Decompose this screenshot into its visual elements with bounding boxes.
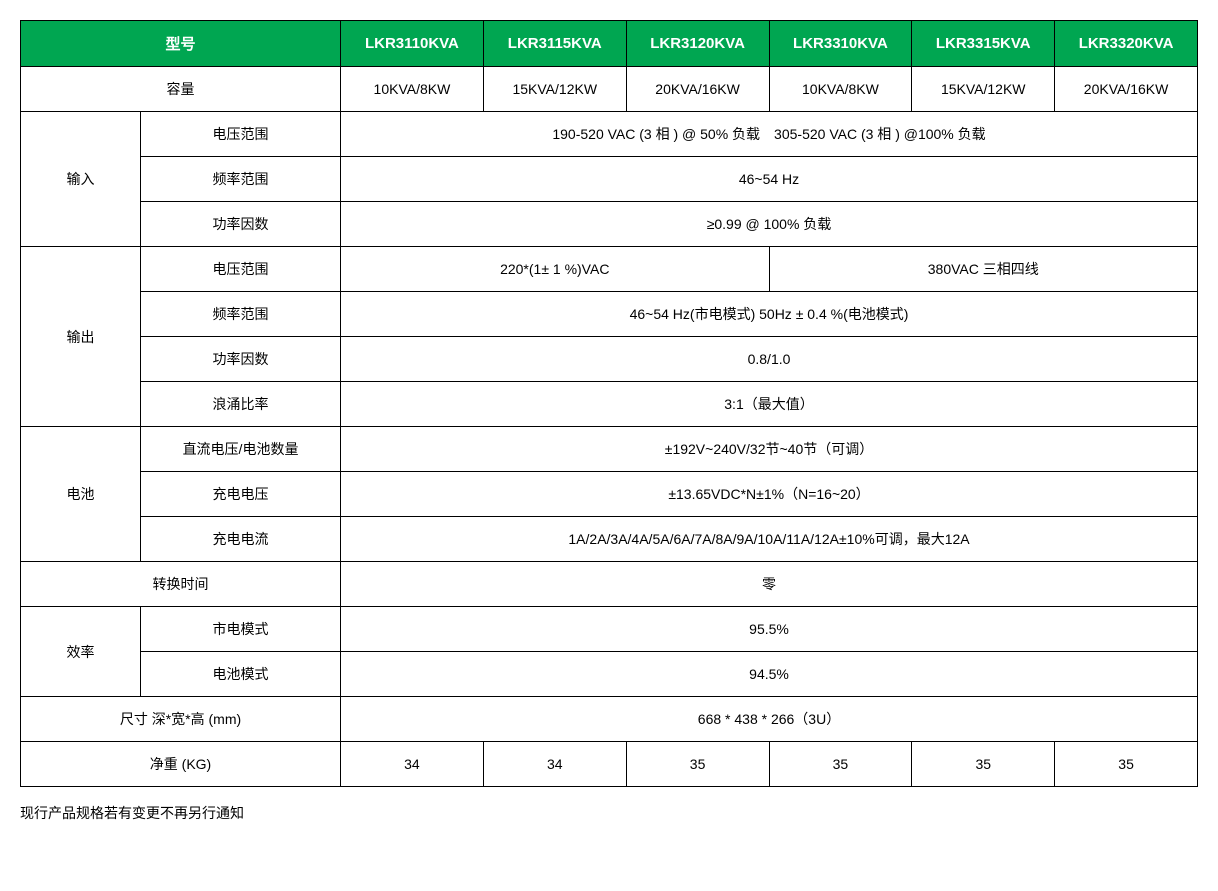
header-model-1: LKR3115KVA <box>483 21 626 67</box>
transfer-time-value: 零 <box>341 562 1198 607</box>
battery-cc-row: 充电电流 1A/2A/3A/4A/5A/6A/7A/8A/9A/10A/11A/… <box>21 517 1198 562</box>
efficiency-battery-value: 94.5% <box>341 652 1198 697</box>
output-surge-value: 3:1（最大值） <box>341 382 1198 427</box>
battery-cc-label: 充电电流 <box>141 517 341 562</box>
input-freq-value: 46~54 Hz <box>341 157 1198 202</box>
capacity-val-5: 20KVA/16KW <box>1055 67 1198 112</box>
weight-val-3: 35 <box>769 742 912 787</box>
capacity-val-2: 20KVA/16KW <box>626 67 769 112</box>
battery-dcv-value: ±192V~240V/32节~40节（可调） <box>341 427 1198 472</box>
output-voltage-label: 电压范围 <box>141 247 341 292</box>
header-model-3: LKR3310KVA <box>769 21 912 67</box>
weight-val-0: 34 <box>341 742 484 787</box>
output-voltage-value1: 220*(1± 1 %)VAC <box>341 247 769 292</box>
header-model-0: LKR3110KVA <box>341 21 484 67</box>
output-voltage-value2: 380VAC 三相四线 <box>769 247 1198 292</box>
output-freq-row: 频率范围 46~54 Hz(市电模式) 50Hz ± 0.4 %(电池模式) <box>21 292 1198 337</box>
weight-label: 净重 (KG) <box>21 742 341 787</box>
weight-val-4: 35 <box>912 742 1055 787</box>
input-pf-value: ≥0.99 @ 100% 负载 <box>341 202 1198 247</box>
battery-dcv-row: 电池 直流电压/电池数量 ±192V~240V/32节~40节（可调） <box>21 427 1198 472</box>
weight-row: 净重 (KG) 34 34 35 35 35 35 <box>21 742 1198 787</box>
spec-table: 型号 LKR3110KVA LKR3115KVA LKR3120KVA LKR3… <box>20 20 1198 787</box>
output-pf-row: 功率因数 0.8/1.0 <box>21 337 1198 382</box>
dimensions-value: 668 * 438 * 266（3U） <box>341 697 1198 742</box>
output-freq-value: 46~54 Hz(市电模式) 50Hz ± 0.4 %(电池模式) <box>341 292 1198 337</box>
battery-label: 电池 <box>21 427 141 562</box>
efficiency-battery-label: 电池模式 <box>141 652 341 697</box>
efficiency-mains-label: 市电模式 <box>141 607 341 652</box>
battery-cv-row: 充电电压 ±13.65VDC*N±1%（N=16~20） <box>21 472 1198 517</box>
output-surge-label: 浪涌比率 <box>141 382 341 427</box>
efficiency-label: 效率 <box>21 607 141 697</box>
efficiency-mains-row: 效率 市电模式 95.5% <box>21 607 1198 652</box>
input-label: 输入 <box>21 112 141 247</box>
battery-cv-label: 充电电压 <box>141 472 341 517</box>
input-voltage-label: 电压范围 <box>141 112 341 157</box>
capacity-label: 容量 <box>21 67 341 112</box>
header-row: 型号 LKR3110KVA LKR3115KVA LKR3120KVA LKR3… <box>21 21 1198 67</box>
output-freq-label: 频率范围 <box>141 292 341 337</box>
dimensions-row: 尺寸 深*宽*高 (mm) 668 * 438 * 266（3U） <box>21 697 1198 742</box>
transfer-time-label: 转换时间 <box>21 562 341 607</box>
output-pf-value: 0.8/1.0 <box>341 337 1198 382</box>
weight-val-5: 35 <box>1055 742 1198 787</box>
output-label: 输出 <box>21 247 141 427</box>
capacity-val-1: 15KVA/12KW <box>483 67 626 112</box>
input-voltage-row: 输入 电压范围 190-520 VAC (3 相 ) @ 50% 负载 305-… <box>21 112 1198 157</box>
footnote-text: 现行产品规格若有变更不再另行通知 <box>20 803 1198 823</box>
efficiency-battery-row: 电池模式 94.5% <box>21 652 1198 697</box>
header-model-2: LKR3120KVA <box>626 21 769 67</box>
output-pf-label: 功率因数 <box>141 337 341 382</box>
output-surge-row: 浪涌比率 3:1（最大值） <box>21 382 1198 427</box>
battery-cc-value: 1A/2A/3A/4A/5A/6A/7A/8A/9A/10A/11A/12A±1… <box>341 517 1198 562</box>
input-pf-row: 功率因数 ≥0.99 @ 100% 负载 <box>21 202 1198 247</box>
capacity-val-0: 10KVA/8KW <box>341 67 484 112</box>
weight-val-1: 34 <box>483 742 626 787</box>
input-voltage-value: 190-520 VAC (3 相 ) @ 50% 负载 305-520 VAC … <box>341 112 1198 157</box>
header-model-5: LKR3320KVA <box>1055 21 1198 67</box>
battery-dcv-label: 直流电压/电池数量 <box>141 427 341 472</box>
efficiency-mains-value: 95.5% <box>341 607 1198 652</box>
weight-val-2: 35 <box>626 742 769 787</box>
header-model-label: 型号 <box>21 21 341 67</box>
capacity-val-3: 10KVA/8KW <box>769 67 912 112</box>
capacity-val-4: 15KVA/12KW <box>912 67 1055 112</box>
header-model-4: LKR3315KVA <box>912 21 1055 67</box>
input-freq-label: 频率范围 <box>141 157 341 202</box>
capacity-row: 容量 10KVA/8KW 15KVA/12KW 20KVA/16KW 10KVA… <box>21 67 1198 112</box>
output-voltage-row: 输出 电压范围 220*(1± 1 %)VAC 380VAC 三相四线 <box>21 247 1198 292</box>
input-freq-row: 频率范围 46~54 Hz <box>21 157 1198 202</box>
battery-cv-value: ±13.65VDC*N±1%（N=16~20） <box>341 472 1198 517</box>
transfer-time-row: 转换时间 零 <box>21 562 1198 607</box>
input-pf-label: 功率因数 <box>141 202 341 247</box>
dimensions-label: 尺寸 深*宽*高 (mm) <box>21 697 341 742</box>
